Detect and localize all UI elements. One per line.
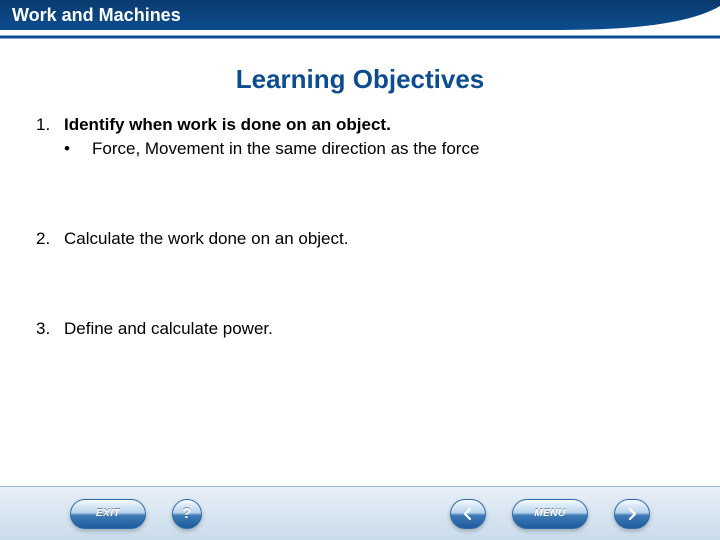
menu-button[interactable]: MENU (512, 499, 588, 529)
next-button[interactable] (614, 499, 650, 529)
objective-text: Define and calculate power. (64, 319, 684, 339)
help-button[interactable]: ? (172, 499, 202, 529)
prev-button[interactable] (450, 499, 486, 529)
chevron-right-icon (626, 508, 638, 520)
objective-sub: • Force, Movement in the same direction … (64, 139, 684, 159)
content-area: Learning Objectives 1. Identify when wor… (0, 46, 720, 339)
objective-text: Calculate the work done on an object. (64, 229, 684, 249)
objective-number: 1. (36, 115, 50, 135)
exit-button[interactable]: EXIT (70, 499, 146, 529)
objective-number: 2. (36, 229, 50, 249)
objective-item: 2. Calculate the work done on an object. (36, 229, 684, 249)
footer-left-group: EXIT ? (70, 499, 202, 529)
bullet-icon: • (64, 139, 70, 159)
objective-item: 1. Identify when work is done on an obje… (36, 115, 684, 159)
footer-nav: EXIT ? MENU (0, 486, 720, 540)
chevron-left-icon (462, 508, 474, 520)
objective-number: 3. (36, 319, 50, 339)
objective-sub-text: Force, Movement in the same direction as… (92, 139, 479, 158)
objectives-list: 1. Identify when work is done on an obje… (36, 115, 684, 339)
footer-right-group: MENU (450, 499, 650, 529)
objective-text: Identify when work is done on an object. (64, 115, 684, 135)
header-bar: Work and Machines (0, 0, 720, 46)
objective-item: 3. Define and calculate power. (36, 319, 684, 339)
section-title: Learning Objectives (36, 64, 684, 95)
page-title: Work and Machines (12, 5, 181, 26)
